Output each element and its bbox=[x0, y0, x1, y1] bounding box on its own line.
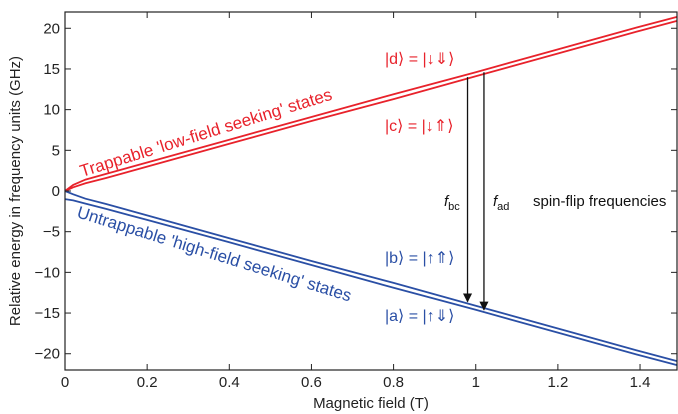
state-d-label: |d⟩ = |↓⇓⟩ bbox=[385, 51, 454, 68]
y-tick-label: −15 bbox=[35, 305, 60, 322]
f-ad-symbol: f bbox=[493, 193, 499, 210]
x-tick-label: 0.2 bbox=[137, 374, 158, 391]
x-tick-label: 1 bbox=[472, 374, 480, 391]
y-tick-label: 0 bbox=[52, 183, 60, 200]
f-ad-subscript: ad bbox=[497, 201, 509, 213]
f-bc-subscript: bc bbox=[448, 201, 460, 213]
y-tick-label: 20 bbox=[43, 20, 60, 37]
y-tick-label: −5 bbox=[43, 224, 60, 241]
x-tick-label: 0.8 bbox=[383, 374, 404, 391]
series-line-3 bbox=[64, 198, 678, 366]
spin-flip-label: spin-flip frequencies bbox=[533, 193, 666, 210]
state-a-label: |a⟩ = |↑⇓⟩ bbox=[385, 308, 454, 325]
x-axis-title: Magnetic field (T) bbox=[313, 395, 429, 412]
series-line-1 bbox=[64, 20, 678, 192]
x-tick-label: 0.6 bbox=[301, 374, 322, 391]
y-axis-title: Relative energy in frequency units (GHz) bbox=[7, 56, 24, 326]
upper-group-label: Trappable 'low-field seeking' states bbox=[78, 85, 335, 181]
state-b-label: |b⟩ = |↑⇑⟩ bbox=[385, 250, 454, 267]
series-line-2 bbox=[64, 190, 678, 362]
y-tick-label: −20 bbox=[35, 346, 60, 363]
y-tick-label: 5 bbox=[52, 142, 60, 159]
y-tick-label: 10 bbox=[43, 102, 60, 119]
x-tick-label: 1.4 bbox=[630, 374, 651, 391]
y-tick-label: −10 bbox=[35, 264, 60, 281]
x-tick-label: 0.4 bbox=[219, 374, 240, 391]
arrow-layer bbox=[462, 72, 489, 311]
series-layer bbox=[64, 16, 678, 366]
y-tick-label: 15 bbox=[43, 61, 60, 78]
series-line-0 bbox=[64, 16, 678, 192]
state-c-label: |c⟩ = |↓⇑⟩ bbox=[385, 118, 453, 135]
plot-frame bbox=[64, 11, 678, 371]
x-tick-label: 0 bbox=[61, 374, 69, 391]
f-bc-label: fbc bbox=[444, 193, 460, 213]
x-tick-label: 1.2 bbox=[547, 374, 568, 391]
lower-group-label: Untrappable 'high-field seeking' states bbox=[75, 203, 354, 306]
axis-layer: 0 0.2 0.4 0.6 0.8 1 1.2 1.4 −20 −15 −10 −5 0 5 10 15 20 bbox=[35, 12, 677, 391]
f-bc-symbol: f bbox=[444, 193, 450, 210]
f-ad-label: fad bbox=[493, 193, 509, 213]
